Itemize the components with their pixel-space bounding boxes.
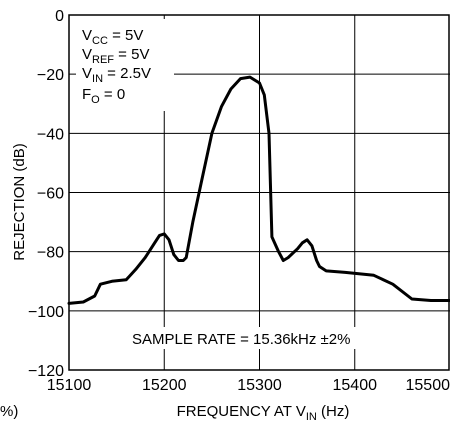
y-tick-label: −60 (37, 186, 64, 203)
y-tick-label: −120 (28, 363, 64, 380)
y-tick-label: −80 (37, 245, 64, 262)
condition-vref: VREF = 5V (82, 46, 149, 66)
sample-rate-annotation: SAMPLE RATE = 15.36kHz ±2% (132, 331, 350, 348)
edge-fragment: %) (0, 403, 18, 420)
series-line-rejection (67, 75, 450, 305)
y-tick-label: −20 (37, 67, 64, 84)
x-tick-label: 15300 (237, 377, 282, 394)
condition-fo: FO = 0 (82, 86, 125, 106)
condition-vcc: VCC = 5V (82, 27, 143, 47)
x-tick-label: 15500 (406, 377, 450, 394)
conditions-background (76, 19, 174, 111)
annotation-background (128, 327, 376, 349)
x-tick-label: 15400 (333, 377, 378, 394)
x-axis-title-main: FREQUENCY AT V (177, 403, 306, 420)
conditions-block: VCC = 5V VREF = 5V VIN = 2.5V FO = 0 (76, 19, 174, 111)
y-tick-label: −40 (37, 126, 64, 143)
x-tick-label: 15200 (142, 377, 187, 394)
y-tick-label: −100 (28, 304, 64, 321)
x-tick-label: 15100 (47, 377, 92, 394)
y-tick-label: 0 (55, 8, 64, 25)
x-axis-title-sub: IN (306, 411, 317, 421)
x-axis-title: FREQUENCY AT VIN (Hz) (177, 403, 350, 421)
tick-labels: 15100 15200 15300 15400 15500 0 −20 −40 −60 −80 −1… (28, 8, 450, 394)
condition-vin: VIN = 2.5V (82, 65, 151, 85)
y-axis-title: REJECTION (dB) (11, 143, 28, 261)
x-axis-title-unit: (Hz) (317, 403, 350, 420)
plot-frame (68, 14, 450, 371)
